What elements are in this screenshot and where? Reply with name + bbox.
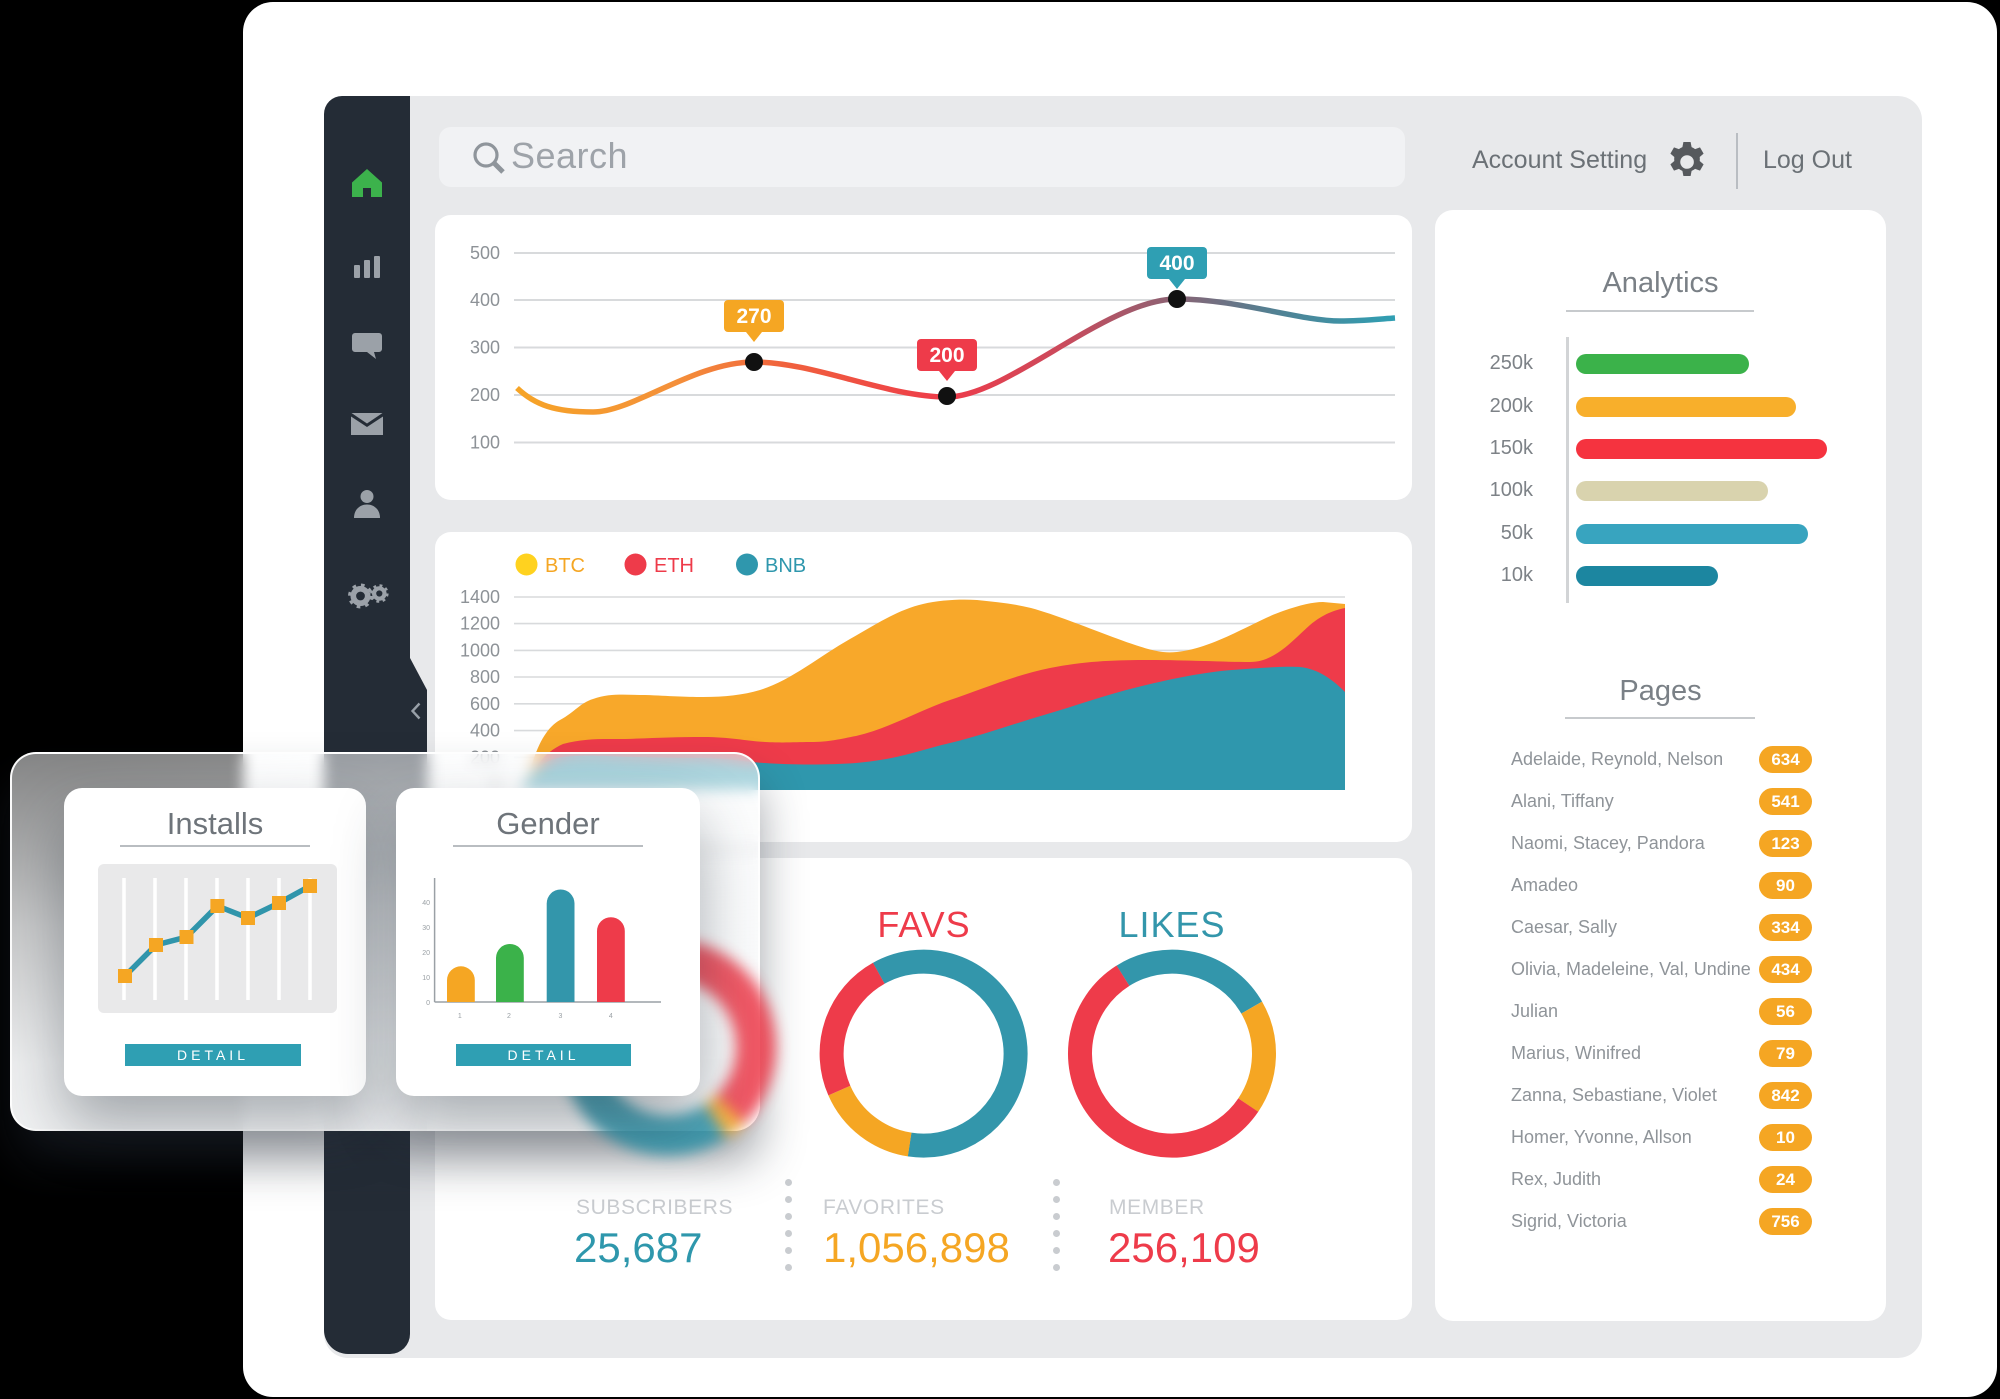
- svg-text:BTC: BTC: [545, 555, 585, 577]
- svg-text:500: 500: [470, 243, 500, 263]
- svg-text:ETH: ETH: [654, 555, 694, 577]
- svg-text:40: 40: [422, 900, 430, 907]
- svg-text:2: 2: [507, 1013, 511, 1020]
- svg-text:20: 20: [422, 950, 430, 957]
- svg-text:600: 600: [470, 694, 500, 714]
- svg-text:300: 300: [470, 338, 500, 358]
- svg-text:800: 800: [470, 667, 500, 687]
- svg-text:4: 4: [609, 1013, 613, 1020]
- svg-text:400: 400: [1159, 252, 1194, 275]
- svg-text:400: 400: [470, 290, 500, 310]
- svg-text:30: 30: [422, 925, 430, 932]
- svg-text:100: 100: [470, 433, 500, 453]
- svg-text:400: 400: [470, 721, 500, 741]
- svg-text:0: 0: [426, 1000, 430, 1007]
- svg-text:10: 10: [422, 975, 430, 982]
- svg-text:200: 200: [929, 344, 964, 367]
- svg-text:BNB: BNB: [765, 555, 806, 577]
- svg-text:1: 1: [458, 1013, 462, 1020]
- svg-text:1000: 1000: [460, 640, 500, 660]
- svg-text:1400: 1400: [460, 587, 500, 607]
- svg-text:200: 200: [470, 385, 500, 405]
- svg-text:1200: 1200: [460, 614, 500, 634]
- svg-text:3: 3: [559, 1013, 563, 1020]
- svg-text:270: 270: [736, 305, 771, 328]
